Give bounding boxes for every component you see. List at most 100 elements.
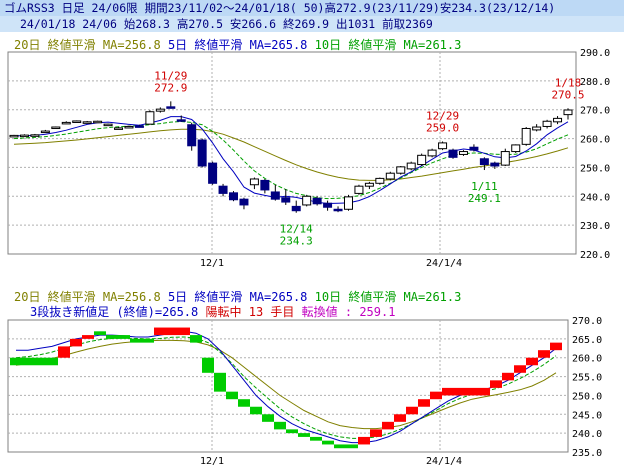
renko-block <box>430 391 442 400</box>
annotation-value: 272.9 <box>154 81 187 94</box>
lower-y-tick: 240.0 <box>572 429 602 440</box>
legend-ma20: 20日 終値平滑 MA=256.8 <box>14 38 161 52</box>
annotation-value: 234.3 <box>280 235 313 248</box>
renko-block <box>550 342 562 351</box>
legend-ma20-lower: 20日 終値平滑 MA=256.8 <box>14 290 161 304</box>
annotation-date: 12/29 <box>426 109 459 122</box>
annotation-date: 12/14 <box>280 223 313 236</box>
candle <box>396 166 406 174</box>
renko-block <box>202 357 214 373</box>
upper-y-tick: 280.0 <box>580 77 610 88</box>
renko-block <box>370 429 382 437</box>
ma20-line <box>13 128 569 181</box>
upper-legend: 20日 終値平滑 MA=256.8 5日 終値平滑 MA=265.8 10日 終… <box>14 36 461 53</box>
legend-ma5-lower: 5日 終値平滑 MA=265.8 <box>167 290 308 304</box>
legend-ma10-lower: 10日 終値平滑 MA=261.3 <box>314 290 462 304</box>
lower-y-tick: 255.0 <box>572 373 602 384</box>
candle <box>93 120 103 124</box>
candle <box>218 185 228 194</box>
renko-block <box>334 444 346 449</box>
reversal-count: 13 手目 <box>248 305 295 319</box>
ma5-line <box>14 116 569 205</box>
candle <box>312 197 322 205</box>
candle <box>354 185 364 194</box>
reversal-switch: 転換値 : 259.1 <box>301 305 396 319</box>
renko-block <box>142 338 154 343</box>
upper-y-tick: 250.0 <box>580 163 610 174</box>
candle <box>364 182 374 187</box>
candle <box>532 126 542 131</box>
candle <box>30 134 40 137</box>
candle <box>145 111 155 125</box>
candle <box>134 125 144 128</box>
renko-block <box>58 346 70 358</box>
candle <box>61 121 71 125</box>
candle <box>9 134 19 138</box>
candle <box>72 120 82 123</box>
renko-block <box>478 387 490 396</box>
header-line-1: ゴムRSS3 日足 24/06限 期間23/11/02～24/01/18( 50… <box>4 1 556 15</box>
renko-block <box>190 335 202 343</box>
renko-block <box>118 335 130 339</box>
candle <box>176 119 186 122</box>
legend-ma5: 5日 終値平滑 MA=265.8 <box>167 38 308 52</box>
candle <box>458 151 468 155</box>
renko-block <box>382 421 394 430</box>
renko-block <box>82 335 94 339</box>
candle <box>155 108 165 112</box>
upper-y-tick: 270.0 <box>580 106 610 117</box>
annotation-date: 1/11 <box>471 180 498 193</box>
renko-block <box>454 387 466 396</box>
candle <box>291 205 301 212</box>
lower-legend: 20日 終値平滑 MA=256.8 5日 終値平滑 MA=265.8 10日 終… <box>14 288 461 305</box>
candle <box>511 144 521 153</box>
renko-block <box>130 338 142 343</box>
renko-block <box>418 399 430 407</box>
renko-block <box>226 391 238 400</box>
renko-block <box>322 440 334 445</box>
header-line-2: 24/01/18 24/06 始268.3 高270.5 安266.6 終269… <box>20 17 433 31</box>
candle <box>542 120 552 127</box>
candle <box>229 192 239 201</box>
lower-y-tick: 265.0 <box>572 335 602 346</box>
renko-block <box>538 350 550 358</box>
renko-block <box>526 357 538 366</box>
annotation-value: 259.0 <box>426 121 459 134</box>
candle <box>448 149 458 158</box>
renko-block <box>94 331 106 336</box>
ohlc-info-bar: 24/01/18 24/06 始268.3 高270.5 安266.6 終269… <box>0 16 624 32</box>
lower-x-tick: 24/1/4 <box>426 456 462 467</box>
lower-y-tick: 250.0 <box>572 391 602 402</box>
candle <box>114 127 124 130</box>
candle <box>260 179 270 191</box>
candle <box>197 139 207 167</box>
renko-block <box>214 372 226 392</box>
renko-block <box>166 327 178 336</box>
renko-block <box>178 327 190 336</box>
renko-block <box>22 357 34 366</box>
candle <box>563 109 573 116</box>
candle <box>553 117 563 123</box>
chart-title-bar: ゴムRSS3 日足 24/06限 期間23/11/02～24/01/18( 50… <box>0 0 624 16</box>
reversal-info: 3段抜き新値足 (終値)=265.8 陽転中 13 手目 転換値 : 259.1 <box>30 303 395 320</box>
renko-block <box>238 399 250 407</box>
lower-y-tick: 260.0 <box>572 354 602 365</box>
candle <box>479 158 489 166</box>
candle <box>103 123 113 127</box>
candle <box>281 197 291 203</box>
renko-block <box>70 338 82 347</box>
renko-block <box>466 387 478 396</box>
renko-block <box>406 406 418 415</box>
candle <box>417 154 427 166</box>
reversal-label: 3段抜き新値足 (終値)=265.8 <box>30 305 199 319</box>
candle <box>82 121 92 124</box>
candle <box>270 191 280 200</box>
annotation-value: 249.1 <box>468 192 501 205</box>
candle <box>490 162 500 167</box>
legend-ma10: 10日 終値平滑 MA=261.3 <box>314 38 462 52</box>
candle <box>323 202 333 208</box>
renko-block <box>154 327 166 336</box>
renko-block <box>250 406 262 415</box>
candle <box>385 172 395 180</box>
